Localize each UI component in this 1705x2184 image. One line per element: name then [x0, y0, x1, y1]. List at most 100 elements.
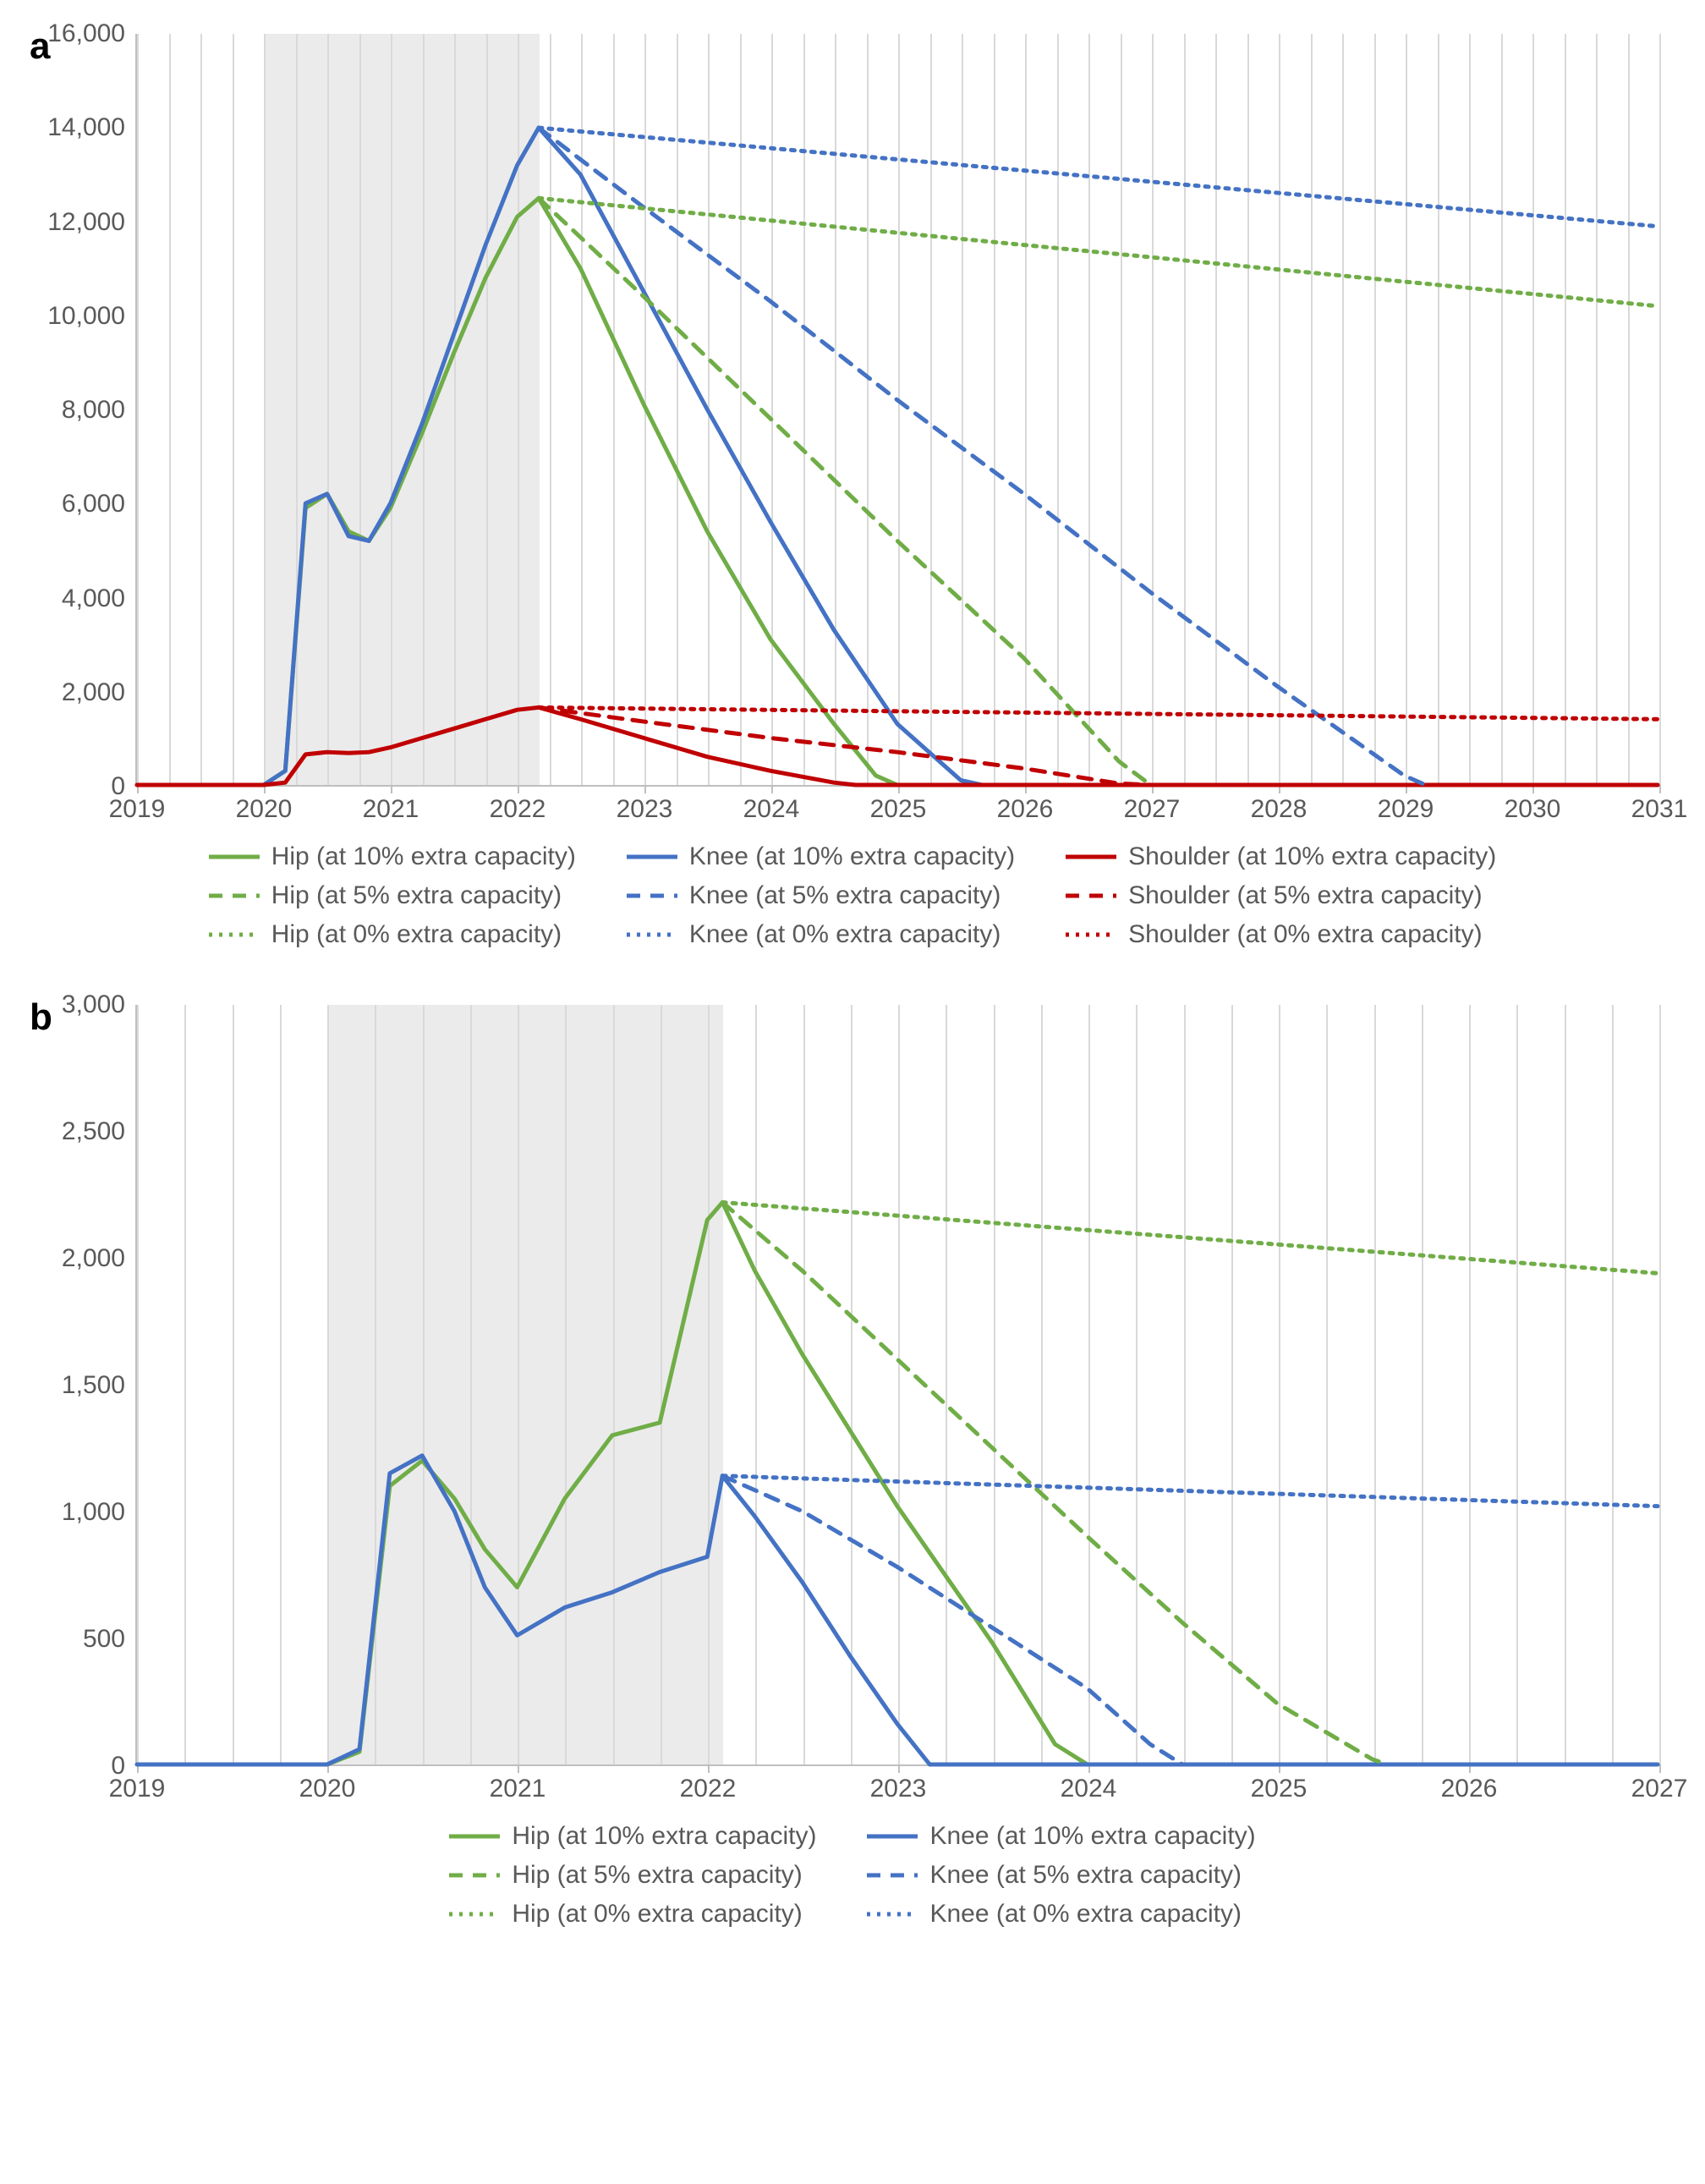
x-tick-label: 2026 — [1441, 1764, 1498, 1803]
x-tick-label: 2027 — [1124, 785, 1181, 824]
x-tick-label: 2020 — [299, 1764, 356, 1803]
x-tick-label: 2023 — [870, 1764, 927, 1803]
series-knee10 — [137, 128, 1658, 785]
grid-vertical — [1659, 1005, 1661, 1764]
legend-label: Hip (at 5% extra capacity) — [512, 1861, 802, 1890]
legend-item-knee5: Knee (at 5% extra capacity) — [601, 876, 1040, 915]
y-tick-label: 2,000 — [62, 1244, 137, 1273]
plot-a: 2019202020212022202320242025202620272028… — [135, 34, 1658, 787]
y-tick-label: 8,000 — [62, 396, 137, 425]
legend-item-hip5: Hip (at 5% extra capacity) — [424, 1856, 842, 1895]
series-sh5 — [539, 707, 1151, 785]
legend-item-knee10: Knee (at 10% extra capacity) — [842, 1817, 1280, 1856]
x-tick-label: 2026 — [997, 785, 1054, 824]
legend-label: Shoulder (at 0% extra capacity) — [1128, 920, 1483, 949]
legend-swatch — [209, 844, 260, 870]
legend-item-knee0: Knee (at 0% extra capacity) — [601, 915, 1040, 954]
legend-item-knee5: Knee (at 5% extra capacity) — [842, 1856, 1280, 1895]
series-hip0 — [539, 198, 1658, 306]
legend-label: Knee (at 5% extra capacity) — [929, 1861, 1242, 1890]
legend-label: Hip (at 0% extra capacity) — [271, 920, 562, 949]
legend-item-hip10: Hip (at 10% extra capacity) — [424, 1817, 842, 1856]
legend-label: Hip (at 10% extra capacity) — [271, 842, 576, 871]
legend-swatch — [449, 1863, 500, 1888]
legend-swatch — [209, 922, 260, 947]
plot-b: 2019202020212022202320242025202620270500… — [135, 1005, 1658, 1766]
legend-a: Hip (at 10% extra capacity) Knee (at 10% … — [34, 837, 1671, 954]
series-knee5 — [722, 1476, 1182, 1764]
series-knee0 — [722, 1476, 1658, 1506]
legend-swatch — [209, 883, 260, 908]
panel-b: b 20192020202120222023202420252026202705… — [34, 1005, 1671, 1934]
y-tick-label: 0 — [111, 772, 137, 801]
series-sh0 — [539, 707, 1658, 719]
x-tick-label: 2025 — [1251, 1764, 1308, 1803]
legend-swatch — [627, 844, 677, 870]
x-tick-label: 2027 — [1631, 1764, 1688, 1803]
series-hip0 — [722, 1202, 1658, 1273]
x-tick-label: 2021 — [490, 1764, 546, 1803]
y-tick-label: 1,000 — [62, 1498, 137, 1527]
x-tick-label: 2022 — [680, 1764, 737, 1803]
legend-swatch — [867, 1901, 918, 1927]
legend-swatch — [1066, 883, 1116, 908]
legend-label: Knee (at 10% extra capacity) — [689, 842, 1015, 871]
x-tick-label: 2029 — [1378, 785, 1434, 824]
series-sh10 — [137, 707, 1658, 785]
y-tick-label: 4,000 — [62, 584, 137, 613]
series-layer — [137, 1005, 1658, 1764]
legend-swatch — [449, 1901, 500, 1927]
legend-label: Hip (at 10% extra capacity) — [512, 1822, 816, 1851]
legend-label: Hip (at 5% extra capacity) — [271, 881, 562, 910]
y-tick-label: 2,500 — [62, 1117, 137, 1146]
y-tick-label: 2,000 — [62, 678, 137, 707]
y-tick-label: 6,000 — [62, 490, 137, 519]
legend-label: Knee (at 5% extra capacity) — [689, 881, 1001, 910]
legend-item-knee10: Knee (at 10% extra capacity) — [601, 837, 1040, 876]
series-hip5 — [722, 1202, 1388, 1764]
legend-item-sh0: Shoulder (at 0% extra capacity) — [1040, 915, 1521, 954]
legend-label: Knee (at 0% extra capacity) — [929, 1900, 1242, 1929]
legend-swatch — [1066, 844, 1116, 870]
legend-item-sh10: Shoulder (at 10% extra capacity) — [1040, 837, 1521, 876]
legend-label: Knee (at 10% extra capacity) — [929, 1822, 1255, 1851]
legend-swatch — [627, 922, 677, 947]
panel-a: a 20192020202120222023202420252026202720… — [34, 34, 1671, 954]
legend-swatch — [449, 1824, 500, 1849]
page: a 20192020202120222023202420252026202720… — [0, 0, 1705, 2018]
series-layer — [137, 34, 1658, 785]
x-tick-label: 2025 — [870, 785, 927, 824]
legend-label: Shoulder (at 5% extra capacity) — [1128, 881, 1483, 910]
legend-item-hip5: Hip (at 5% extra capacity) — [184, 876, 601, 915]
legend-item-knee0: Knee (at 0% extra capacity) — [842, 1895, 1280, 1934]
legend-swatch — [867, 1863, 918, 1888]
panel-b-label: b — [30, 996, 52, 1039]
x-tick-label: 2024 — [1061, 1764, 1117, 1803]
legend-item-hip10: Hip (at 10% extra capacity) — [184, 837, 601, 876]
x-tick-label: 2028 — [1251, 785, 1308, 824]
y-tick-label: 16,000 — [47, 19, 137, 48]
legend-swatch — [627, 883, 677, 908]
legend-item-hip0: Hip (at 0% extra capacity) — [184, 915, 601, 954]
y-tick-label: 10,000 — [47, 302, 137, 331]
grid-vertical — [1659, 34, 1661, 785]
y-tick-label: 12,000 — [47, 208, 137, 237]
series-knee0 — [539, 128, 1658, 227]
legend-swatch — [1066, 922, 1116, 947]
x-tick-label: 2024 — [743, 785, 800, 824]
x-tick-label: 2021 — [363, 785, 419, 824]
series-hip5 — [539, 198, 1151, 785]
y-tick-label: 1,500 — [62, 1371, 137, 1400]
x-tick-label: 2020 — [236, 785, 293, 824]
legend-b: Hip (at 10% extra capacity) Knee (at 10% … — [34, 1817, 1671, 1934]
legend-item-sh5: Shoulder (at 5% extra capacity) — [1040, 876, 1521, 915]
legend-label: Shoulder (at 10% extra capacity) — [1128, 842, 1496, 871]
x-tick-label: 2031 — [1631, 785, 1688, 824]
y-tick-label: 0 — [111, 1752, 137, 1781]
y-tick-label: 500 — [83, 1625, 137, 1654]
x-tick-label: 2022 — [490, 785, 546, 824]
legend-swatch — [867, 1824, 918, 1849]
y-tick-label: 14,000 — [47, 113, 137, 142]
y-tick-label: 3,000 — [62, 990, 137, 1019]
legend-label: Knee (at 0% extra capacity) — [689, 920, 1001, 949]
